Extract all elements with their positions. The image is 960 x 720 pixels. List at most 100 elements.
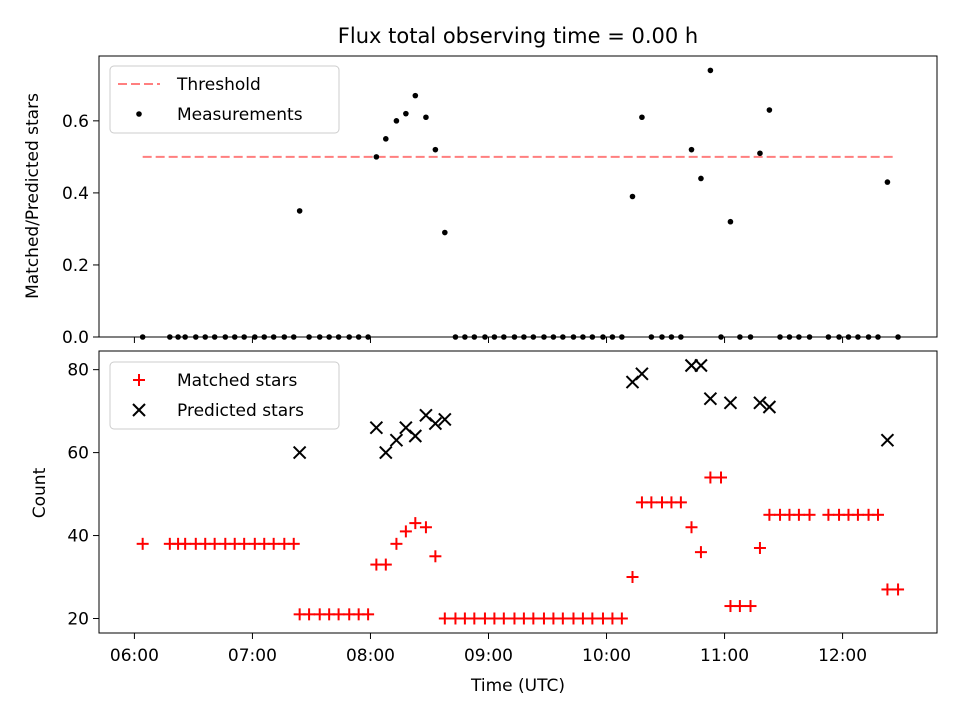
predicted-star-marker [408, 429, 423, 443]
matched-star-marker [303, 608, 316, 621]
measurement-point [757, 150, 763, 157]
matched-star-marker [556, 612, 569, 625]
ratio-x-ticks [133, 337, 844, 343]
matched-star-marker [586, 612, 599, 625]
matched-star-marker [881, 583, 894, 596]
matched-star-marker [715, 471, 728, 484]
measurement-point [884, 179, 891, 185]
matched-star-marker [438, 612, 451, 625]
ratio-y-tick-label: 0.2 [62, 256, 89, 276]
matched-star-marker [763, 508, 776, 521]
ratio-legend: Threshold Measurements [109, 65, 340, 134]
ratio-y-tick-label: 0.4 [62, 184, 89, 204]
time-x-tick-label: 09:00 [464, 646, 513, 666]
predicted-star-marker [379, 445, 393, 460]
count-markers-layer [136, 358, 905, 625]
predicted-star-marker [369, 421, 384, 435]
matched-star-marker [527, 612, 540, 625]
count-legend: Matched stars Predicted stars [109, 361, 340, 430]
measurement-point [383, 136, 389, 142]
matched-star-marker [645, 496, 658, 509]
matched-star-marker [208, 537, 221, 550]
measurement-point [393, 118, 400, 124]
count-y-tick-label: 80 [67, 361, 89, 381]
matched-star-marker [733, 600, 746, 613]
count-y-tick-label: 20 [67, 609, 89, 629]
matched-star-marker [626, 571, 639, 584]
measurement-point [766, 107, 773, 113]
matched-star-marker [685, 521, 698, 534]
ratio-panel: 0.0 0.2 0.4 0.6 Matched/Predicted stars Thr… [23, 55, 938, 348]
count-y-axis-label: Count [30, 467, 50, 518]
threshold-legend-label: Threshold [176, 75, 261, 95]
matched-star-marker [379, 558, 392, 571]
matched-legend-swatch [133, 374, 145, 386]
ratio-y-tick-label: 0.6 [62, 112, 89, 132]
predicted-star-marker [703, 391, 718, 406]
ratio-y-ticks: 0.0 0.2 0.4 0.6 [62, 112, 99, 348]
matched-star-marker [615, 612, 628, 625]
ratio-y-axis-label: Matched/Predicted stars [23, 93, 43, 299]
measurement-point [412, 92, 419, 99]
predicted-star-marker [292, 445, 307, 460]
count-legend-box [109, 361, 340, 430]
matched-star-marker [704, 471, 717, 484]
time-x-tick-label: 06:00 [110, 646, 159, 666]
ratio-panel-frame [98, 55, 938, 338]
matched-star-marker [851, 508, 864, 521]
count-y-tick-label: 60 [67, 444, 89, 464]
predicted-star-marker [723, 396, 738, 410]
chart-title: Flux total observing time = 0.00 h [338, 24, 698, 48]
matched-star-marker [238, 537, 251, 550]
predicted-star-marker [762, 400, 777, 414]
time-x-tick-label: 10:00 [582, 646, 631, 666]
matched-star-marker [332, 608, 345, 621]
matched-star-marker [753, 541, 766, 554]
measurement-point [373, 154, 380, 160]
time-x-tick-label: 12:00 [818, 646, 867, 666]
measurements-legend-swatch [136, 111, 142, 117]
matched-star-marker [419, 521, 432, 534]
measurement-point [698, 175, 704, 182]
measurement-point [296, 208, 303, 214]
measurements-legend-label: Measurements [177, 105, 303, 125]
time-x-tick-label: 08:00 [346, 646, 395, 666]
predicted-star-marker [880, 433, 895, 447]
matched-star-marker [287, 537, 300, 550]
matched-star-marker [803, 508, 816, 521]
measurement-point [688, 146, 695, 153]
predicted-star-marker [694, 358, 708, 373]
matched-star-marker [390, 537, 403, 550]
count-x-ticks: 06:00 07:00 08:00 09:00 10:00 11:00 12:00 [110, 633, 867, 666]
measurement-point [432, 146, 439, 153]
predicted-legend-swatch [132, 403, 146, 417]
predicted-star-marker [389, 433, 404, 447]
matched-star-marker [744, 600, 757, 613]
measurement-point [423, 114, 429, 121]
predicted-star-marker [428, 416, 443, 431]
matched-star-marker [267, 537, 280, 550]
measurement-point [442, 229, 448, 236]
predicted-star-marker [635, 367, 649, 381]
matched-star-marker [694, 546, 707, 559]
predicted-legend-label: Predicted stars [177, 401, 304, 421]
matched-star-marker [892, 583, 905, 596]
ratio-y-tick-label: 0.0 [62, 328, 89, 348]
measurement-point [639, 114, 645, 121]
measurement-point [727, 218, 734, 225]
matched-star-marker [674, 496, 687, 509]
matched-star-marker [409, 517, 422, 530]
measurement-point [403, 110, 409, 117]
count-y-ticks: 20 40 60 80 [67, 361, 99, 629]
matched-star-marker [468, 612, 481, 625]
matched-star-marker [179, 537, 192, 550]
count-panel-frame [98, 350, 938, 634]
matched-star-marker [429, 550, 442, 563]
time-x-tick-label: 11:00 [700, 646, 749, 666]
time-x-axis-label: Time (UTC) [470, 676, 565, 696]
matched-star-marker [497, 612, 510, 625]
predicted-star-marker [753, 396, 767, 410]
matched-star-marker [362, 608, 375, 621]
count-panel: 20 40 60 80 06:00 07:00 08:00 09:00 10:00 11:00 1… [30, 350, 938, 696]
